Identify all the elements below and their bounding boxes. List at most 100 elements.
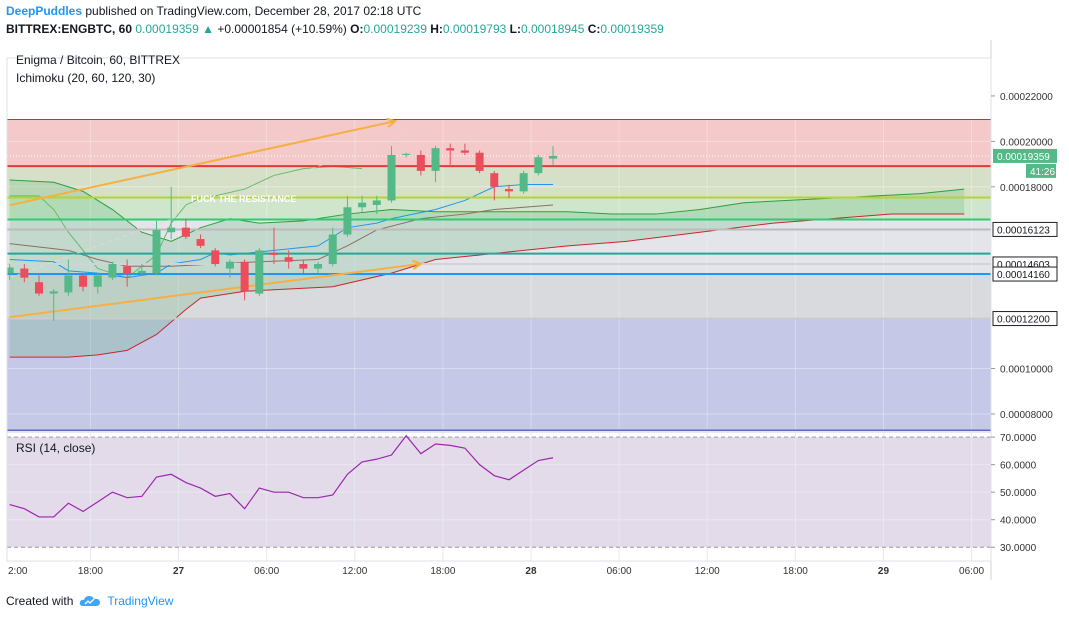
candle-body-12 (181, 227, 190, 237)
candle-body-6 (93, 275, 102, 287)
candle-body-33 (490, 173, 499, 187)
plot-frame (6, 57, 992, 562)
chart-title: Enigma / Bitcoin, 60, BITTREX (16, 53, 180, 67)
time-tick-label-11: 06:00 (959, 566, 984, 577)
zone-band-1 (7, 166, 991, 198)
price-badge-1 (1026, 163, 1056, 178)
candle-body-16 (240, 261, 249, 292)
candle-body-13 (196, 239, 205, 246)
zone-band-5 (7, 318, 991, 431)
tradingview-link[interactable]: TradingView (107, 594, 174, 608)
close-label: C: (587, 22, 601, 36)
price-badge-4 (992, 266, 1058, 282)
candle-body-21 (314, 264, 323, 269)
rsi-tick-label-0: 70.0000 (1000, 433, 1037, 444)
candle-body-4 (64, 275, 73, 293)
rsi-tick-label-2: 50.0000 (1000, 488, 1037, 499)
trend-arrow-1 (412, 259, 423, 270)
candle-body-3 (49, 291, 58, 294)
time-tick-label-2: 27 (173, 566, 185, 577)
time-tick-label-3: 06:00 (254, 566, 279, 577)
candle-body-28 (416, 154, 425, 171)
price-badge-2 (992, 221, 1058, 237)
candle-body-35 (519, 173, 528, 192)
candle-body-37 (549, 155, 558, 159)
rsi-background (7, 433, 991, 561)
ichimoku-cloud (9, 179, 965, 358)
time-tick-label-8: 12:00 (695, 566, 720, 577)
rsi-pane[interactable] (2, 433, 991, 561)
price-tick-label-4: 0.00008000 (1000, 410, 1053, 421)
candle-body-27 (402, 153, 411, 155)
author-link[interactable]: DeepPuddles (6, 4, 83, 18)
trend-line-0 (9, 120, 396, 207)
candle-body-30 (446, 148, 455, 151)
candle-body-11 (167, 227, 176, 233)
price-pane[interactable] (2, 58, 991, 431)
time-tick-label-4: 12:00 (342, 566, 367, 577)
candle-body-24 (358, 202, 367, 208)
time-tick-label-0: 2:00 (8, 566, 28, 577)
candle-body-17 (255, 250, 264, 294)
time-tick-label-7: 06:00 (607, 566, 632, 577)
rsi-title: RSI (14, close) (16, 441, 95, 455)
tradingview-cloud-icon (80, 596, 101, 606)
ichimoku-base-line (9, 204, 554, 267)
footer: Created with TradingView (6, 594, 173, 608)
price-tick-label-1: 0.00020000 (1000, 137, 1053, 148)
price-change: +0.00001854 (+10.59%) (217, 22, 347, 36)
publisher-line: DeepPuddles published on TradingView.com… (6, 4, 421, 18)
candle-body-23 (343, 207, 352, 235)
low-value: 0.00018945 (520, 22, 585, 36)
up-triangle-icon: ▲ (202, 22, 214, 36)
rsi-band (7, 437, 991, 548)
rsi-tick-label-3: 40.0000 (1000, 516, 1037, 527)
ichimoku-lagging-span (9, 165, 363, 279)
trend-arrow-0 (386, 117, 398, 128)
chart-area[interactable]: 0.00022000 0.00020000 0.00018000 0.00010000… (0, 40, 1069, 588)
price-badge-0 (993, 148, 1057, 163)
candle-body-36 (534, 157, 543, 174)
rsi-line (9, 434, 554, 518)
open-label: O: (350, 22, 364, 36)
candle-body-9 (137, 270, 146, 274)
published-text: published on TradingView.com, December 2… (85, 4, 422, 18)
created-with-text: Created with (6, 594, 74, 608)
candle-body-32 (475, 152, 484, 171)
candle-body-1 (20, 268, 29, 278)
price-badge-label-2: 0.00016123 (997, 225, 1050, 236)
candle-body-0 (7, 267, 14, 274)
candle-body-5 (79, 275, 88, 287)
price-tick-label-0: 0.00022000 (1000, 92, 1053, 103)
annotation-break-trend: hopefully break thru trend lines here to… (336, 74, 519, 84)
candle-body-8 (123, 266, 132, 274)
candle-body-26 (387, 154, 396, 201)
zone-band-0 (7, 119, 991, 167)
ohlc-line: BITTREX:ENGBTC, 60 0.00019359 ▲ +0.00001… (6, 22, 664, 36)
candle-body-14 (211, 250, 220, 265)
candle-body-2 (35, 282, 44, 294)
price-badge-5 (992, 311, 1058, 327)
time-tick-label-5: 18:00 (430, 566, 455, 577)
price-badge-label-1: 41:26 (1030, 167, 1055, 178)
projection-line (9, 134, 407, 279)
candle-body-34 (504, 189, 513, 192)
candle-body-7 (108, 264, 117, 278)
ichimoku-span-a (9, 179, 965, 242)
candle-body-15 (225, 261, 234, 269)
candle-body-10 (152, 229, 161, 274)
price-badge-label-0: 0.00019359 (997, 152, 1050, 163)
time-tick-label-6: 28 (525, 566, 537, 577)
candle-body-31 (460, 150, 469, 153)
axes: 0.00022000 0.00020000 0.00018000 0.00010000… (6, 40, 1058, 580)
time-tick-label-9: 18:00 (783, 566, 808, 577)
price-tick-label-3: 0.00010000 (1000, 365, 1053, 376)
symbol-label: BITTREX:ENGBTC, 60 (6, 22, 133, 36)
price-tick-label-2: 0.00018000 (1000, 183, 1053, 194)
low-label: L: (509, 22, 521, 36)
candle-body-20 (299, 264, 308, 269)
high-value: 0.00019793 (442, 22, 507, 36)
price-badge-label-4: 0.00014160 (997, 270, 1050, 281)
candle-body-25 (372, 200, 381, 205)
time-tick-label-10: 29 (878, 566, 890, 577)
